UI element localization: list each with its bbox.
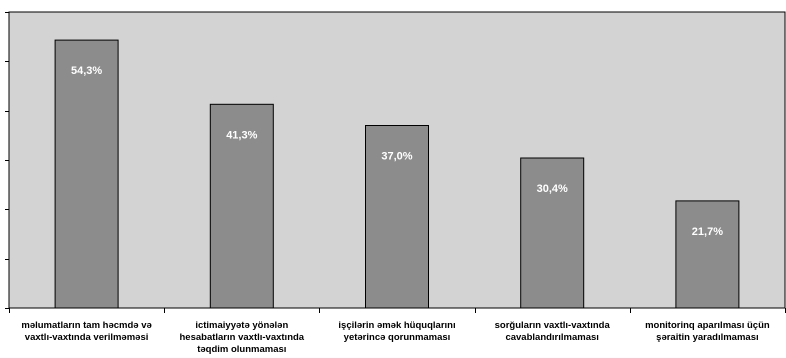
bar (520, 157, 585, 309)
category-label: məlumatların tam həcmdə və vaxtlı-vaxtınd… (21, 320, 151, 343)
category-labels: məlumatların tam həcmdə və vaxtlı-vaxtınd… (21, 320, 769, 355)
data-label: 21,7% (692, 226, 723, 238)
data-label: 54,3% (71, 65, 102, 77)
category-label-line: hesabatların vaxtlı-vaxtında (179, 332, 304, 343)
data-label: 41,3% (226, 129, 257, 141)
data-label: 30,4% (537, 183, 568, 195)
category-label: sorğuların vaxtlı-vaxtında cavablandırılm… (495, 320, 611, 343)
category-label: ictimaiyyətə yönələn hesabatların vaxtlı-… (179, 320, 304, 355)
bars (54, 39, 740, 309)
bar (209, 103, 274, 309)
category-label-line: ictimaiyyətə yönələn (195, 320, 288, 331)
category-label-line: monitorinq aparılması üçün (645, 320, 770, 331)
category-label-line: sorğuların vaxtlı-vaxtında (495, 320, 611, 331)
bar (675, 200, 740, 309)
category-label-line: şəraitin yaradılmaması (656, 332, 758, 343)
data-labels: 54,3% 41,3% 37,0% 30,4% 21,7% (71, 65, 723, 238)
bar (54, 39, 119, 309)
x-axis (9, 307, 786, 313)
category-label-line: vaxtlı-vaxtında verilməməsi (25, 332, 149, 343)
category-label-line: yetərincə qorunmaması (344, 332, 451, 343)
y-axis (5, 12, 10, 309)
category-label-line: məlumatların tam həcmdə və (21, 320, 151, 331)
category-label-line: təqdim olunmaması (197, 344, 286, 355)
category-label-line: cavablandırılmaması (505, 332, 598, 343)
data-label: 37,0% (381, 151, 412, 163)
category-label: monitorinq aparılması üçün şəraitin yarad… (645, 320, 770, 343)
category-label-line: işçilərin əmək hüquqlarını (338, 320, 455, 331)
category-label: işçilərin əmək hüquqlarını yetərincə qoru… (338, 320, 455, 343)
bar (365, 125, 429, 309)
